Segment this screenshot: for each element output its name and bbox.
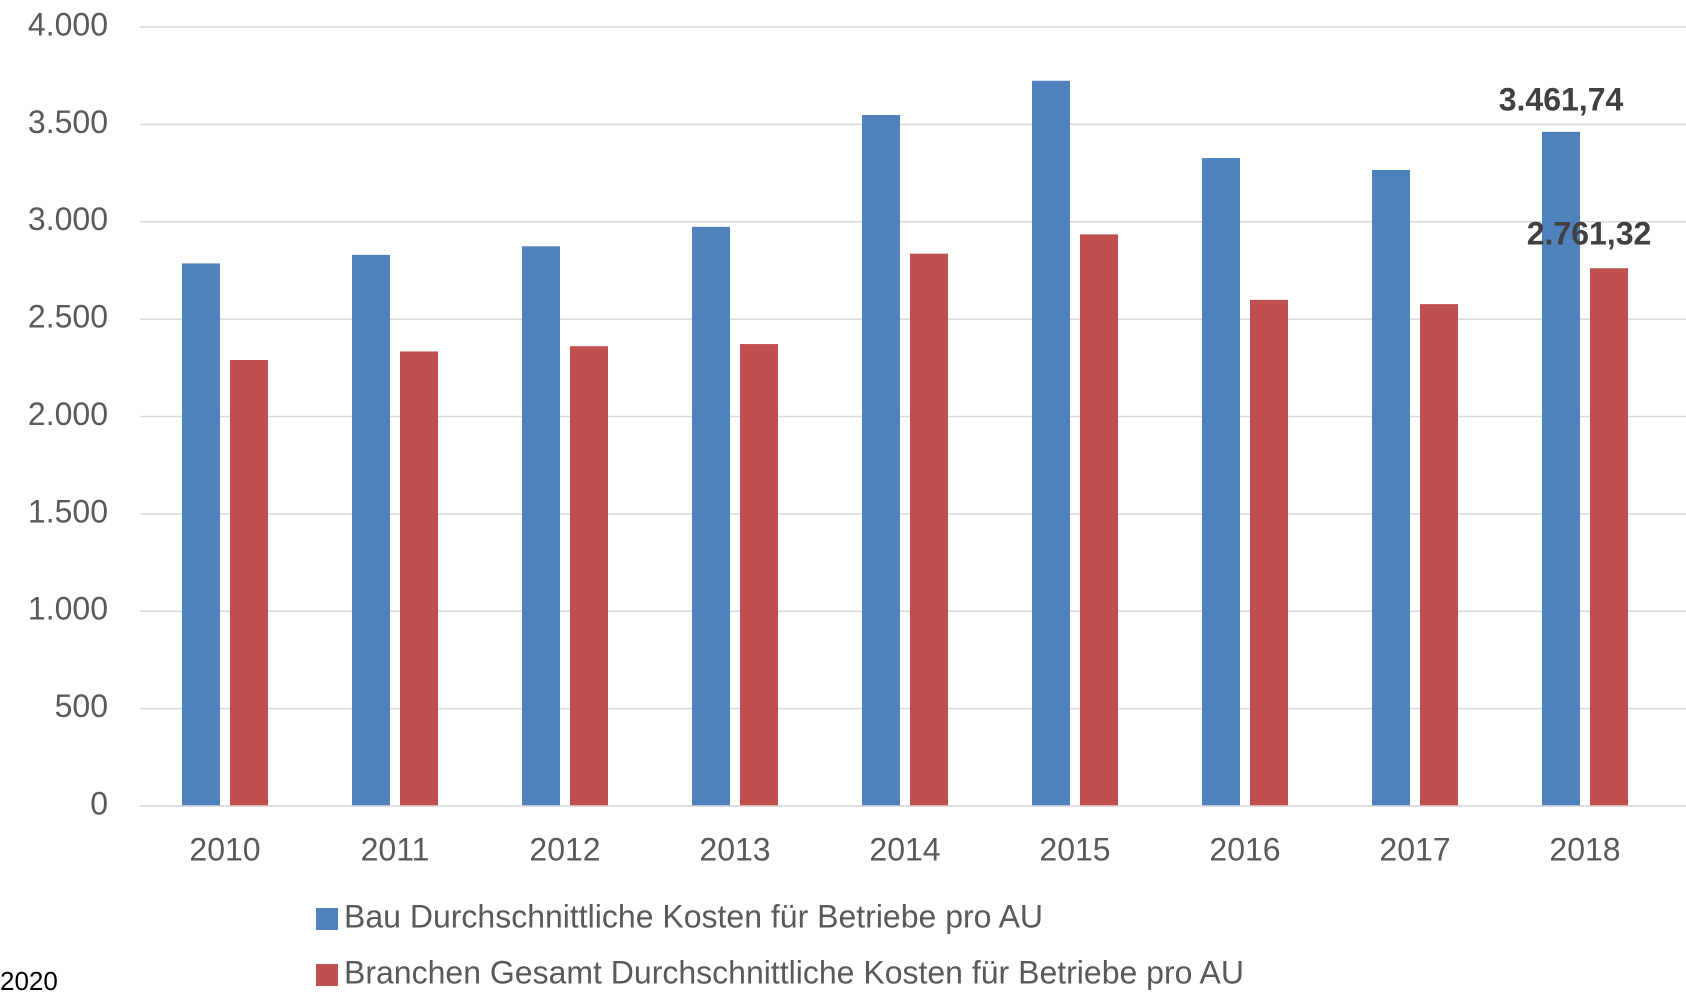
legend-swatch: [316, 964, 338, 986]
data-label: 3.461,74: [1499, 81, 1624, 117]
x-tick-label: 2016: [1209, 831, 1280, 867]
bar: [692, 226, 730, 807]
y-tick-label: 1.500: [28, 493, 108, 529]
x-tick-label: 2013: [699, 831, 770, 867]
bar: [400, 351, 438, 806]
x-tick-label: 2010: [189, 831, 260, 867]
bar: [1590, 268, 1628, 807]
bar: [1542, 131, 1580, 806]
y-tick-label: 2.000: [28, 396, 108, 432]
y-tick-label: 4.000: [28, 6, 108, 42]
x-tick-label: 2014: [869, 831, 940, 867]
y-tick-label: 2.500: [28, 299, 108, 335]
x-tick-label: 2012: [529, 831, 600, 867]
bar: [1420, 304, 1458, 806]
bar: [910, 253, 948, 807]
bar: [352, 254, 390, 807]
x-tick-label: 2018: [1549, 831, 1620, 867]
data-label: 2.761,32: [1527, 216, 1652, 252]
bar: [1032, 80, 1070, 807]
bar: [182, 263, 220, 806]
y-tick-label: 0: [90, 785, 108, 821]
bar: [570, 346, 608, 806]
bar: [862, 115, 900, 807]
footnote: 2020: [0, 966, 58, 993]
bar: [1080, 234, 1118, 806]
bar: [1372, 169, 1410, 806]
y-tick-label: 1.000: [28, 591, 108, 627]
bar: [522, 246, 560, 806]
legend-label: Branchen Gesamt Durchschnittliche Kosten…: [344, 954, 1244, 990]
bar: [740, 344, 778, 806]
legend-swatch: [316, 908, 338, 930]
x-tick-label: 2011: [361, 831, 430, 867]
bar: [1202, 158, 1240, 806]
y-tick-label: 3.500: [28, 104, 108, 140]
x-tick-label: 2015: [1039, 831, 1110, 867]
x-tick-label: 2017: [1379, 831, 1450, 867]
bar: [230, 360, 268, 806]
y-tick-label: 3.000: [28, 201, 108, 237]
y-tick-label: 500: [55, 688, 108, 724]
legend-label: Bau Durchschnittliche Kosten für Betrieb…: [344, 898, 1043, 934]
bar: [1250, 299, 1288, 806]
